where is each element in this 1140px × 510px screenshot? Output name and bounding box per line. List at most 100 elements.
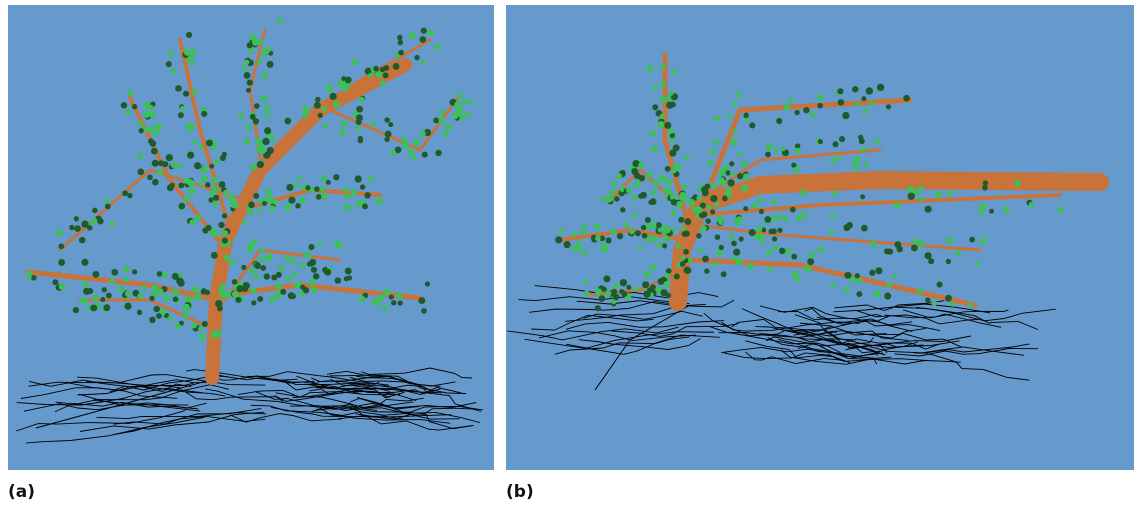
leaf bbox=[248, 201, 255, 208]
leaf bbox=[664, 226, 671, 233]
leaf bbox=[681, 184, 686, 189]
leaf bbox=[620, 279, 627, 286]
leaf bbox=[643, 291, 650, 298]
leaf bbox=[660, 63, 666, 69]
leaf bbox=[861, 225, 868, 232]
leaf bbox=[58, 243, 64, 249]
leaf bbox=[137, 121, 143, 127]
leaf bbox=[123, 265, 130, 272]
leaf bbox=[344, 276, 349, 281]
leaf bbox=[212, 201, 218, 207]
leaf bbox=[707, 160, 713, 166]
leaf bbox=[370, 121, 375, 126]
leaf bbox=[794, 110, 799, 115]
leaf bbox=[383, 288, 390, 295]
leaf bbox=[152, 179, 159, 186]
leaf bbox=[157, 169, 163, 175]
leaf bbox=[749, 122, 755, 128]
leaf bbox=[725, 170, 730, 175]
leaf bbox=[356, 119, 362, 125]
leaf bbox=[635, 230, 641, 236]
leaf bbox=[92, 271, 99, 278]
leaf bbox=[139, 128, 144, 133]
leaf bbox=[186, 125, 193, 132]
leaf bbox=[663, 187, 669, 193]
leaf bbox=[147, 175, 153, 181]
leaf bbox=[421, 28, 427, 34]
leaf bbox=[852, 158, 858, 164]
leaf bbox=[344, 193, 351, 200]
leaf bbox=[603, 275, 610, 282]
leaf bbox=[127, 193, 132, 198]
leaf bbox=[344, 204, 351, 211]
leaf bbox=[192, 89, 198, 95]
leaf bbox=[727, 113, 732, 118]
leaf bbox=[288, 197, 295, 204]
leaf bbox=[175, 323, 181, 329]
leaf bbox=[335, 277, 342, 284]
leaf bbox=[950, 301, 955, 306]
leaf bbox=[626, 187, 632, 193]
leaf bbox=[419, 36, 426, 43]
leaf bbox=[558, 228, 564, 234]
leaf bbox=[73, 307, 79, 313]
leaf bbox=[877, 84, 884, 91]
leaf bbox=[91, 218, 97, 224]
leaf bbox=[677, 164, 683, 170]
leaf bbox=[309, 279, 316, 286]
leaf bbox=[810, 112, 816, 118]
leaf bbox=[390, 150, 396, 156]
leaf bbox=[678, 217, 684, 223]
leaf bbox=[619, 289, 624, 294]
leaf bbox=[796, 215, 802, 221]
leaf bbox=[918, 196, 924, 202]
leaf bbox=[321, 193, 328, 200]
leaf bbox=[261, 72, 268, 79]
leaf bbox=[609, 191, 615, 197]
leaf bbox=[732, 102, 737, 107]
leaf bbox=[272, 199, 278, 205]
leaf bbox=[729, 234, 734, 239]
leaf bbox=[241, 65, 247, 71]
leaf bbox=[658, 227, 663, 232]
leaf bbox=[264, 127, 271, 134]
leaf bbox=[842, 112, 849, 119]
leaf bbox=[373, 66, 379, 72]
leaf bbox=[800, 189, 807, 196]
leaf bbox=[342, 87, 347, 92]
leaf bbox=[833, 141, 839, 147]
leaf bbox=[1014, 180, 1021, 187]
leaf bbox=[713, 184, 718, 189]
leaf bbox=[662, 243, 667, 248]
leaf bbox=[830, 214, 836, 220]
leaf bbox=[613, 294, 619, 300]
leaf bbox=[212, 145, 217, 150]
leaf bbox=[183, 304, 190, 311]
leaf bbox=[657, 242, 662, 247]
leaf bbox=[660, 114, 666, 120]
leaf bbox=[666, 102, 673, 109]
leaf bbox=[220, 155, 226, 161]
leaf bbox=[671, 167, 677, 173]
leaf bbox=[454, 110, 460, 116]
leaf bbox=[771, 215, 778, 222]
leaf bbox=[774, 148, 779, 153]
leaf bbox=[632, 195, 638, 201]
leaf bbox=[700, 225, 706, 231]
leaf bbox=[391, 300, 396, 305]
leaf bbox=[311, 267, 317, 273]
leaf bbox=[576, 241, 582, 247]
leaf bbox=[714, 202, 719, 207]
leaf bbox=[224, 254, 231, 261]
leaf bbox=[765, 152, 771, 158]
leaf bbox=[856, 291, 862, 297]
leaf bbox=[376, 198, 383, 205]
leaf bbox=[168, 50, 174, 56]
leaf bbox=[259, 247, 264, 252]
leaf bbox=[861, 96, 866, 101]
leaf bbox=[315, 97, 320, 102]
leaf bbox=[875, 267, 882, 274]
leaf bbox=[362, 203, 368, 209]
leaf bbox=[228, 194, 235, 201]
leaf bbox=[684, 267, 691, 274]
